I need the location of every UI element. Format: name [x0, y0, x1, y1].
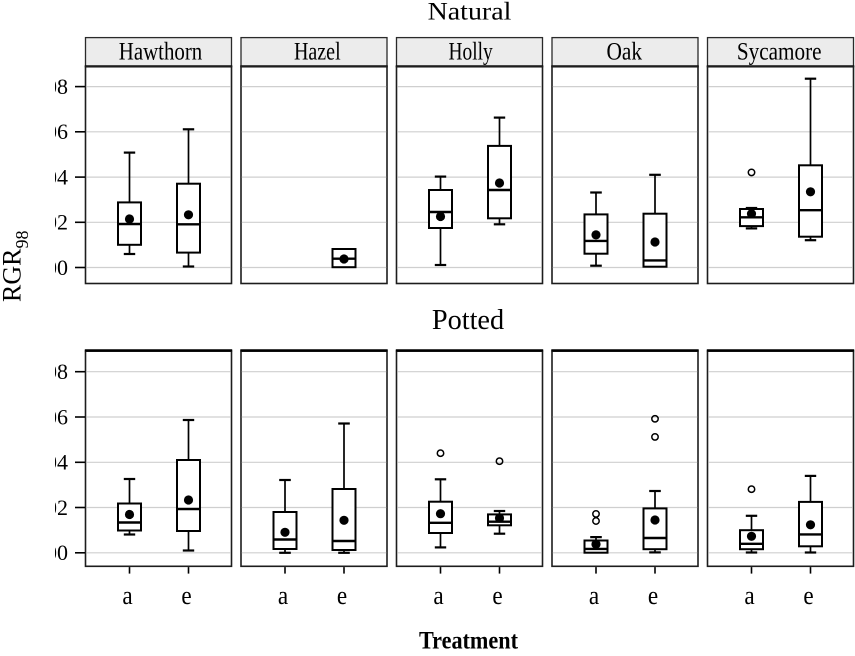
svg-text:a: a — [744, 581, 755, 610]
svg-text:e: e — [337, 581, 347, 610]
svg-text:0.04: 0.04 — [30, 164, 69, 189]
svg-text:0.00: 0.00 — [30, 255, 69, 280]
svg-text:Sycamore: Sycamore — [737, 39, 822, 66]
svg-text:0.06: 0.06 — [30, 119, 69, 144]
svg-text:0.08: 0.08 — [30, 74, 69, 99]
svg-text:e: e — [492, 581, 502, 610]
svg-text:e: e — [648, 581, 658, 610]
svg-text:e: e — [181, 581, 191, 610]
svg-text:Oak: Oak — [607, 39, 643, 66]
svg-text:a: a — [278, 581, 289, 610]
svg-text:a: a — [589, 581, 600, 610]
svg-text:0.06: 0.06 — [30, 404, 69, 429]
svg-text:Holly: Holly — [449, 39, 494, 66]
svg-text:Natural: Natural — [428, 0, 512, 26]
svg-text:e: e — [803, 581, 813, 610]
svg-text:Treatment: Treatment — [419, 627, 519, 651]
svg-text:Hazel: Hazel — [294, 39, 341, 66]
svg-text:a: a — [433, 581, 444, 610]
svg-text:Hawthorn: Hawthorn — [119, 39, 203, 66]
svg-text:0.02: 0.02 — [30, 210, 69, 235]
svg-text:0.02: 0.02 — [30, 495, 69, 520]
svg-text:Potted: Potted — [432, 304, 505, 336]
svg-text:0.04: 0.04 — [30, 450, 69, 475]
svg-text:0.00: 0.00 — [30, 540, 69, 565]
svg-text:0.08: 0.08 — [30, 359, 69, 384]
svg-text:a: a — [122, 581, 133, 610]
